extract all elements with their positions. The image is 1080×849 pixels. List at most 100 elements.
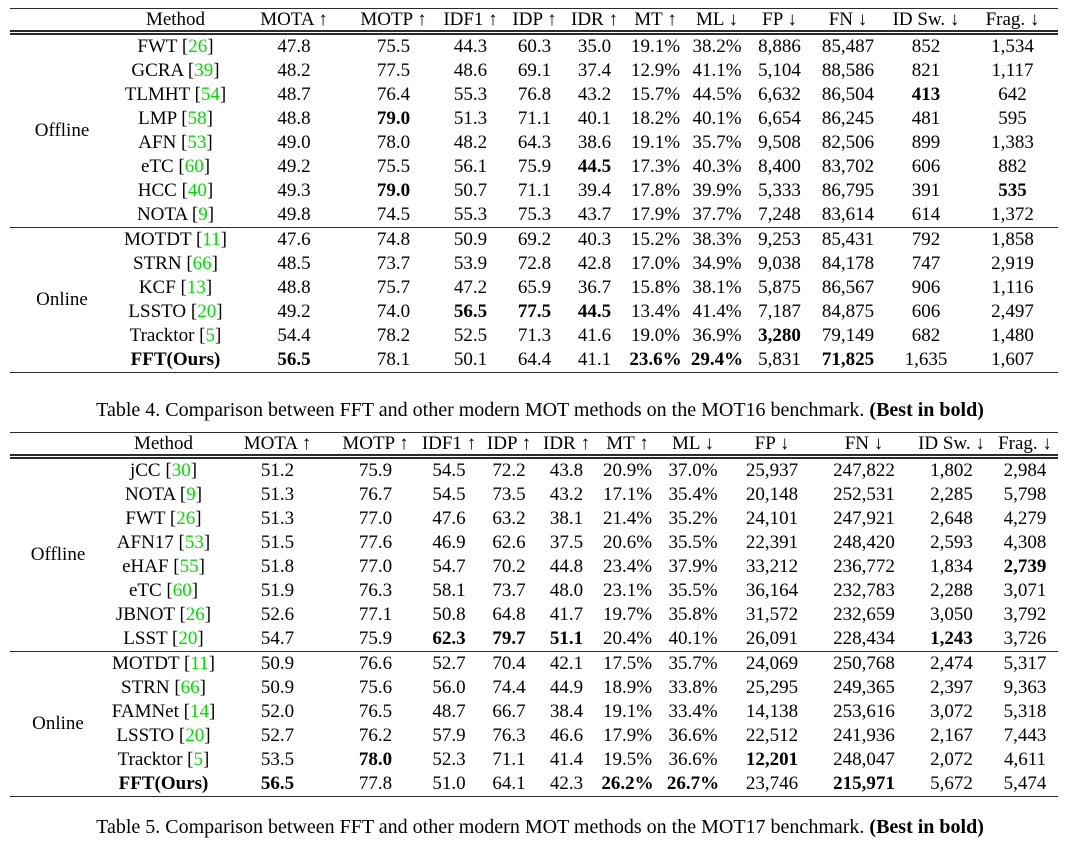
method-cell: FWT [26] <box>137 36 214 57</box>
metric-cell: 79.0 <box>376 180 411 201</box>
col-header-motp: MOTP ↑ <box>334 432 417 459</box>
col-header-mt: MT ↑ <box>596 432 659 459</box>
metric-cell: 46.9 <box>432 532 466 553</box>
citation-ref: 26 <box>176 508 196 529</box>
metric-cell: 36.6% <box>668 749 718 770</box>
metric-cell: 4,611 <box>1003 749 1047 770</box>
metric-cell: 19.1% <box>630 132 681 153</box>
metric-cell: 2,167 <box>930 725 973 746</box>
metric-cell: 57.9 <box>432 725 466 746</box>
metric-cell: 41.1 <box>577 349 612 370</box>
col-header-mota: MOTA ↑ <box>237 8 351 35</box>
method-cell: GCRA [39] <box>131 60 220 81</box>
metric-cell: 29.4% <box>690 349 744 370</box>
metric-cell: 1,858 <box>967 227 1058 252</box>
metric-cell: 25,295 <box>745 677 799 698</box>
metric-cell: 1,116 <box>991 277 1034 298</box>
metric-cell: 50.7 <box>453 180 488 201</box>
metric-cell: 42.8 <box>577 253 612 274</box>
metric-cell: 17.9% <box>630 204 681 225</box>
table-row: Tracktor [5] 53.5 78.0 52.3 71.1 41.4 19.5% 36.… <box>10 748 1058 772</box>
mot17-table-body: Offline jCC [30] 51.2 75.9 54.5 72.2 43.8 20.9%… <box>10 457 1058 797</box>
citation-ref: 54 <box>200 84 220 105</box>
metric-cell: 75.9 <box>358 628 393 649</box>
metric-cell: 5,798 <box>1003 484 1047 505</box>
citation-ref: 20 <box>185 725 205 746</box>
metric-cell: 51.0 <box>432 773 466 794</box>
col-header-mt: MT ↑ <box>625 8 686 35</box>
metric-cell: 38.2% <box>692 36 742 57</box>
col-header-id-sw: ID Sw. ↓ <box>885 8 967 35</box>
metric-cell: 77.0 <box>358 508 393 529</box>
metric-cell: 1,635 <box>904 349 948 370</box>
metric-cell: 17.1% <box>602 484 653 505</box>
metric-cell: 44.8 <box>549 556 584 577</box>
method-cell: JBNOT [26] <box>115 604 212 625</box>
metric-cell: 7,443 <box>1003 725 1047 746</box>
metric-cell: 46.6 <box>549 725 584 746</box>
metric-cell: 13.4% <box>630 301 681 322</box>
metric-cell: 48.0 <box>549 580 584 601</box>
citation-ref: 58 <box>187 108 207 129</box>
metric-cell: 49.3 <box>277 180 311 201</box>
group-label-online: Online <box>10 227 114 373</box>
metric-cell: 17.5% <box>596 651 659 676</box>
metric-cell: 53.9 <box>453 253 488 274</box>
col-header-idr: IDR ↑ <box>537 432 596 459</box>
metric-cell: 41.6 <box>577 325 612 346</box>
metric-cell: 24,101 <box>745 508 799 529</box>
metric-cell: 73.7 <box>492 580 526 601</box>
metric-cell: 35.5% <box>668 532 718 553</box>
method-name: LSSTO <box>116 725 175 746</box>
metric-cell: 75.9 <box>517 156 552 177</box>
method-name: eHAF <box>122 556 169 577</box>
metric-cell: 70.2 <box>492 556 526 577</box>
metric-cell: 51.2 <box>260 460 295 481</box>
metric-cell: 232,783 <box>833 580 895 601</box>
col-header-idf1: IDF1 ↑ <box>436 8 505 35</box>
table-row: NOTA [9] 49.8 74.5 55.3 75.3 43.7 17.9% 37.7% 7,… <box>10 203 1058 228</box>
metric-cell: 56.5 <box>260 773 295 794</box>
col-header-idp: IDP ↑ <box>481 432 537 459</box>
metric-cell: 49.8 <box>277 204 311 225</box>
method-cell: HCC [40] <box>137 180 214 201</box>
metric-cell: 54.5 <box>432 484 466 505</box>
metric-cell: 3,071 <box>1003 580 1047 601</box>
metric-cell: 17.8% <box>630 180 681 201</box>
header-row: Method MOTA ↑ MOTP ↑ IDF1 ↑ IDP ↑ IDR ↑ MT ↑ ML… <box>10 8 1058 35</box>
metric-cell: 64.1 <box>492 773 526 794</box>
metric-cell: 37.5 <box>549 532 584 553</box>
citation-ref: 5 <box>193 749 204 770</box>
method-cell: eTC [60] <box>140 156 211 177</box>
metric-cell: 52.7 <box>417 651 481 676</box>
metric-cell: 47.2 <box>453 277 488 298</box>
metric-cell: 43.2 <box>549 484 584 505</box>
metric-cell: 64.3 <box>517 132 552 153</box>
metric-cell: 5,317 <box>992 651 1058 676</box>
table-row: FFT(Ours) 56.5 77.8 51.0 64.1 42.3 26.2% 26.7% 2… <box>10 772 1058 797</box>
metric-cell: 74.5 <box>376 204 411 225</box>
metric-cell: 4,279 <box>1003 508 1047 529</box>
metric-cell: 14,138 <box>745 701 799 722</box>
method-name: FFT(Ours) <box>118 773 209 794</box>
method-name: FFT(Ours) <box>130 349 221 370</box>
metric-cell: 48.2 <box>277 60 311 81</box>
header-row: Method MOTA ↑ MOTP ↑ IDF1 ↑ IDP ↑ IDR ↑ MT ↑ ML… <box>10 432 1058 459</box>
metric-cell: 33,212 <box>745 556 799 577</box>
metric-cell: 35.7% <box>659 651 727 676</box>
metric-cell: 20.9% <box>602 460 653 481</box>
metric-cell: 21.4% <box>602 508 653 529</box>
method-name: MOTDT <box>124 229 192 250</box>
metric-cell: 247,921 <box>833 508 895 529</box>
metric-cell: 241,936 <box>833 725 895 746</box>
metric-cell: 48.5 <box>277 253 311 274</box>
metric-cell: 74.4 <box>492 677 526 698</box>
metric-cell: 1,607 <box>991 349 1034 370</box>
metric-cell: 38.1% <box>692 277 742 298</box>
metric-cell: 2,593 <box>930 532 973 553</box>
metric-cell: 42.1 <box>537 651 596 676</box>
metric-cell: 63.2 <box>492 508 526 529</box>
method-name: TLMHT <box>124 84 190 105</box>
metric-cell: 52.3 <box>432 749 466 770</box>
col-header-id-sw: ID Sw. ↓ <box>911 432 992 459</box>
